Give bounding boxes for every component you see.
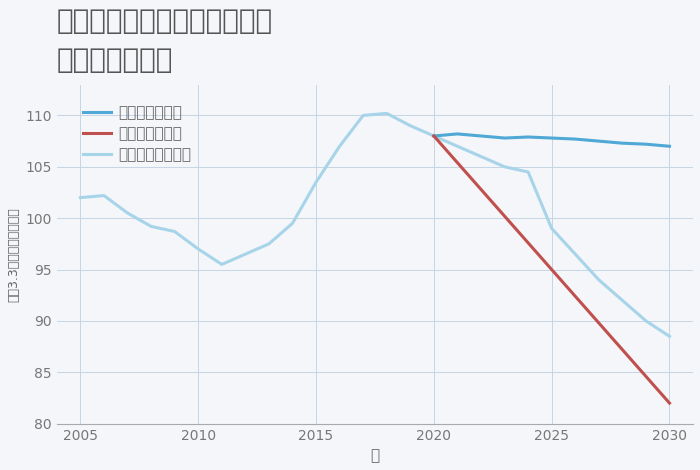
ノーマルシナリオ [547, 226, 556, 231]
グッドシナリオ [618, 141, 626, 146]
ノーマルシナリオ [406, 123, 414, 128]
グッドシナリオ [430, 133, 438, 139]
グッドシナリオ [571, 136, 580, 142]
バッドシナリオ [665, 400, 673, 406]
ノーマルシナリオ [477, 154, 485, 159]
ノーマルシナリオ [194, 246, 202, 252]
X-axis label: 年: 年 [370, 448, 379, 463]
ノーマルシナリオ [665, 334, 673, 339]
ノーマルシナリオ [76, 195, 85, 200]
グッドシナリオ [524, 134, 532, 140]
グッドシナリオ [453, 131, 461, 137]
グッドシナリオ [477, 133, 485, 139]
ノーマルシナリオ [312, 180, 321, 185]
Line: グッドシナリオ: グッドシナリオ [434, 134, 669, 146]
ノーマルシナリオ [453, 143, 461, 149]
ノーマルシナリオ [288, 220, 297, 226]
ノーマルシナリオ [335, 143, 344, 149]
ノーマルシナリオ [618, 298, 626, 303]
Line: ノーマルシナリオ: ノーマルシナリオ [80, 113, 669, 337]
Line: バッドシナリオ: バッドシナリオ [434, 136, 669, 403]
グッドシナリオ [665, 143, 673, 149]
ノーマルシナリオ [147, 224, 155, 229]
ノーマルシナリオ [524, 169, 532, 175]
ノーマルシナリオ [171, 229, 179, 235]
ノーマルシナリオ [594, 277, 603, 282]
ノーマルシナリオ [382, 110, 391, 116]
ノーマルシナリオ [571, 251, 580, 257]
ノーマルシナリオ [642, 318, 650, 324]
Y-axis label: 坪（3.3㎡）単価（万円）: 坪（3.3㎡）単価（万円） [7, 207, 20, 301]
グッドシナリオ [594, 138, 603, 144]
グッドシナリオ [547, 135, 556, 141]
ノーマルシナリオ [430, 133, 438, 139]
ノーマルシナリオ [265, 241, 273, 247]
バッドシナリオ [430, 133, 438, 139]
ノーマルシナリオ [123, 210, 132, 216]
ノーマルシナリオ [500, 164, 509, 170]
ノーマルシナリオ [359, 113, 368, 118]
グッドシナリオ [642, 141, 650, 147]
ノーマルシナリオ [218, 262, 226, 267]
ノーマルシナリオ [241, 251, 250, 257]
Legend: グッドシナリオ, バッドシナリオ, ノーマルシナリオ: グッドシナリオ, バッドシナリオ, ノーマルシナリオ [77, 99, 197, 168]
グッドシナリオ [500, 135, 509, 141]
Text: 兵庫県西宮市上ヶ原五番町の
土地の価格推移: 兵庫県西宮市上ヶ原五番町の 土地の価格推移 [57, 7, 273, 74]
ノーマルシナリオ [100, 193, 108, 198]
